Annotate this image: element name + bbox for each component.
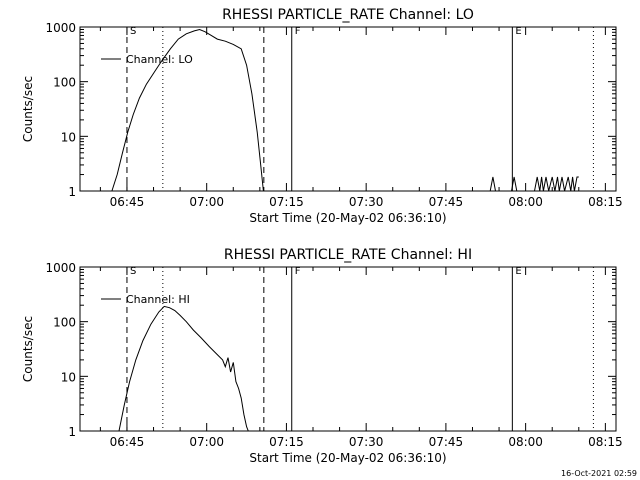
plot-frame [79, 26, 617, 192]
x-tick-label: 07:30 [349, 435, 384, 449]
x-tick-label: 06:45 [110, 195, 145, 209]
x-tick-label: 07:15 [269, 435, 304, 449]
x-tick-label: 07:45 [429, 435, 464, 449]
y-tick-label: 1 [68, 425, 76, 439]
y-tick-label: 1 [68, 185, 76, 199]
series-line [534, 176, 579, 192]
x-tick-label: 07:00 [189, 435, 224, 449]
x-tick-label: 07:15 [269, 195, 304, 209]
legend-label: Channel: HI [126, 293, 190, 306]
chart-title: RHESSI PARTICLE_RATE Channel: HI [224, 247, 472, 263]
chart-panel-hi: RHESSI PARTICLE_RATE Channel: HI Start Ti… [21, 247, 623, 465]
event-marker-label: S [130, 266, 136, 277]
series-line [489, 176, 496, 192]
chart-title: RHESSI PARTICLE_RATE Channel: LO [222, 7, 474, 23]
y-axis-label: Counts/sec [21, 76, 35, 142]
y-axis-label: Counts/sec [21, 316, 35, 382]
y-tick-label: 1000 [45, 21, 76, 35]
x-axis-label: Start Time (20-May-02 06:36:10) [249, 211, 446, 225]
x-tick-label: 07:45 [429, 195, 464, 209]
event-marker-label: F [295, 26, 301, 37]
x-tick-label: 08:15 [588, 195, 623, 209]
x-tick-label: 08:00 [508, 195, 543, 209]
legend-label: Channel: LO [126, 53, 193, 66]
event-marker-label: S [130, 26, 136, 37]
chart-panel-lo: RHESSI PARTICLE_RATE Channel: LO Start Ti… [21, 7, 623, 225]
x-tick-label: 07:30 [349, 195, 384, 209]
y-tick-label: 100 [53, 316, 76, 330]
y-tick-label: 10 [61, 130, 76, 144]
x-tick-label: 08:00 [508, 435, 543, 449]
series-line [111, 28, 264, 192]
series-line [511, 176, 518, 192]
x-tick-label: 06:45 [110, 435, 145, 449]
event-marker-label: E [515, 26, 521, 37]
x-axis-label: Start Time (20-May-02 06:36:10) [249, 451, 446, 465]
event-marker-label: F [295, 266, 301, 277]
footer-timestamp: 16-Oct-2021 02:59 [561, 469, 637, 478]
y-tick-label: 1000 [45, 261, 76, 275]
series-line [118, 305, 249, 432]
y-tick-label: 10 [61, 370, 76, 384]
event-marker-label: E [515, 266, 521, 277]
x-tick-label: 08:15 [588, 435, 623, 449]
y-tick-label: 100 [53, 76, 76, 90]
plot-frame [79, 266, 617, 432]
x-tick-label: 07:00 [189, 195, 224, 209]
